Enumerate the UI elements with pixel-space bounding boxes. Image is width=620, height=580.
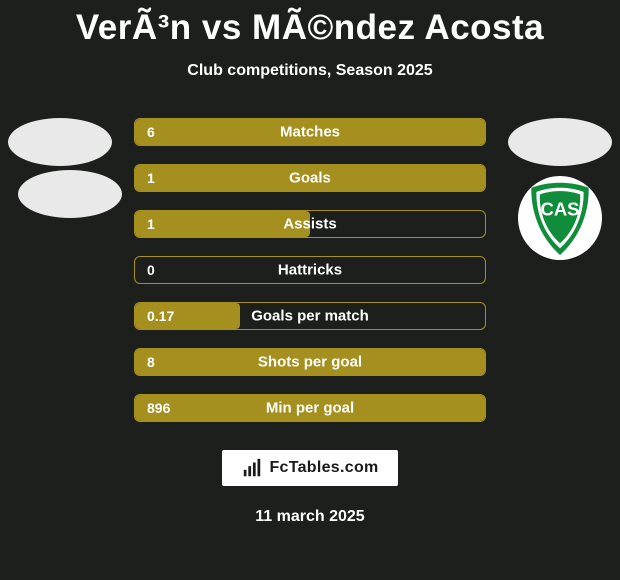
stat-bar: 6 Matches [134,118,486,146]
stat-bar: 896 Min per goal [134,394,486,422]
stat-value: 8 [147,354,155,370]
page-title: VerÃ³n vs MÃ©ndez Acosta [76,8,544,48]
stat-value: 6 [147,124,155,140]
stat-value: 0.17 [147,308,174,324]
stat-label: Shots per goal [258,354,362,371]
stat-label: Hattricks [278,262,342,279]
stat-label: Assists [283,216,336,233]
stat-value: 1 [147,216,155,232]
page-subtitle: Club competitions, Season 2025 [187,62,432,80]
stat-bar: 1 Goals [134,164,486,192]
comparison-card: VerÃ³n vs MÃ©ndez Acosta Club competitio… [0,0,620,580]
stat-label: Goals [289,170,331,187]
stat-label: Goals per match [251,308,369,325]
stat-value: 1 [147,170,155,186]
stats-area: CAS 6 Matches 1 Goals 1 Assists 0 [0,118,620,422]
stat-label: Min per goal [266,400,354,417]
stat-bar: 0.17 Goals per match [134,302,486,330]
stat-bars: 6 Matches 1 Goals 1 Assists 0 Hattricks … [134,118,486,422]
footer-date: 11 march 2025 [255,508,364,526]
player-avatar-left-1 [8,118,112,166]
player-avatar-left-2 [18,170,122,218]
player-avatar-right-1 [508,118,612,166]
club-badge-text: CAS [541,198,580,219]
chart-icon [241,457,263,479]
stat-bar: 1 Assists [134,210,486,238]
stat-bar: 8 Shots per goal [134,348,486,376]
stat-value: 0 [147,262,155,278]
club-badge: CAS [518,176,602,260]
shield-icon: CAS [518,176,602,260]
site-logo[interactable]: FcTables.com [222,450,398,486]
stat-bar: 0 Hattricks [134,256,486,284]
site-logo-text: FcTables.com [269,459,378,477]
stat-label: Matches [280,124,340,141]
stat-value: 896 [147,400,170,416]
